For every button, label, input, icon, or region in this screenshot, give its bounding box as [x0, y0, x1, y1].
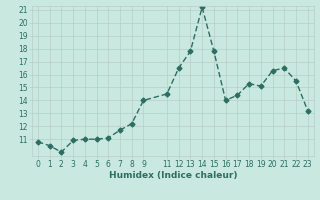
X-axis label: Humidex (Indice chaleur): Humidex (Indice chaleur) — [108, 171, 237, 180]
